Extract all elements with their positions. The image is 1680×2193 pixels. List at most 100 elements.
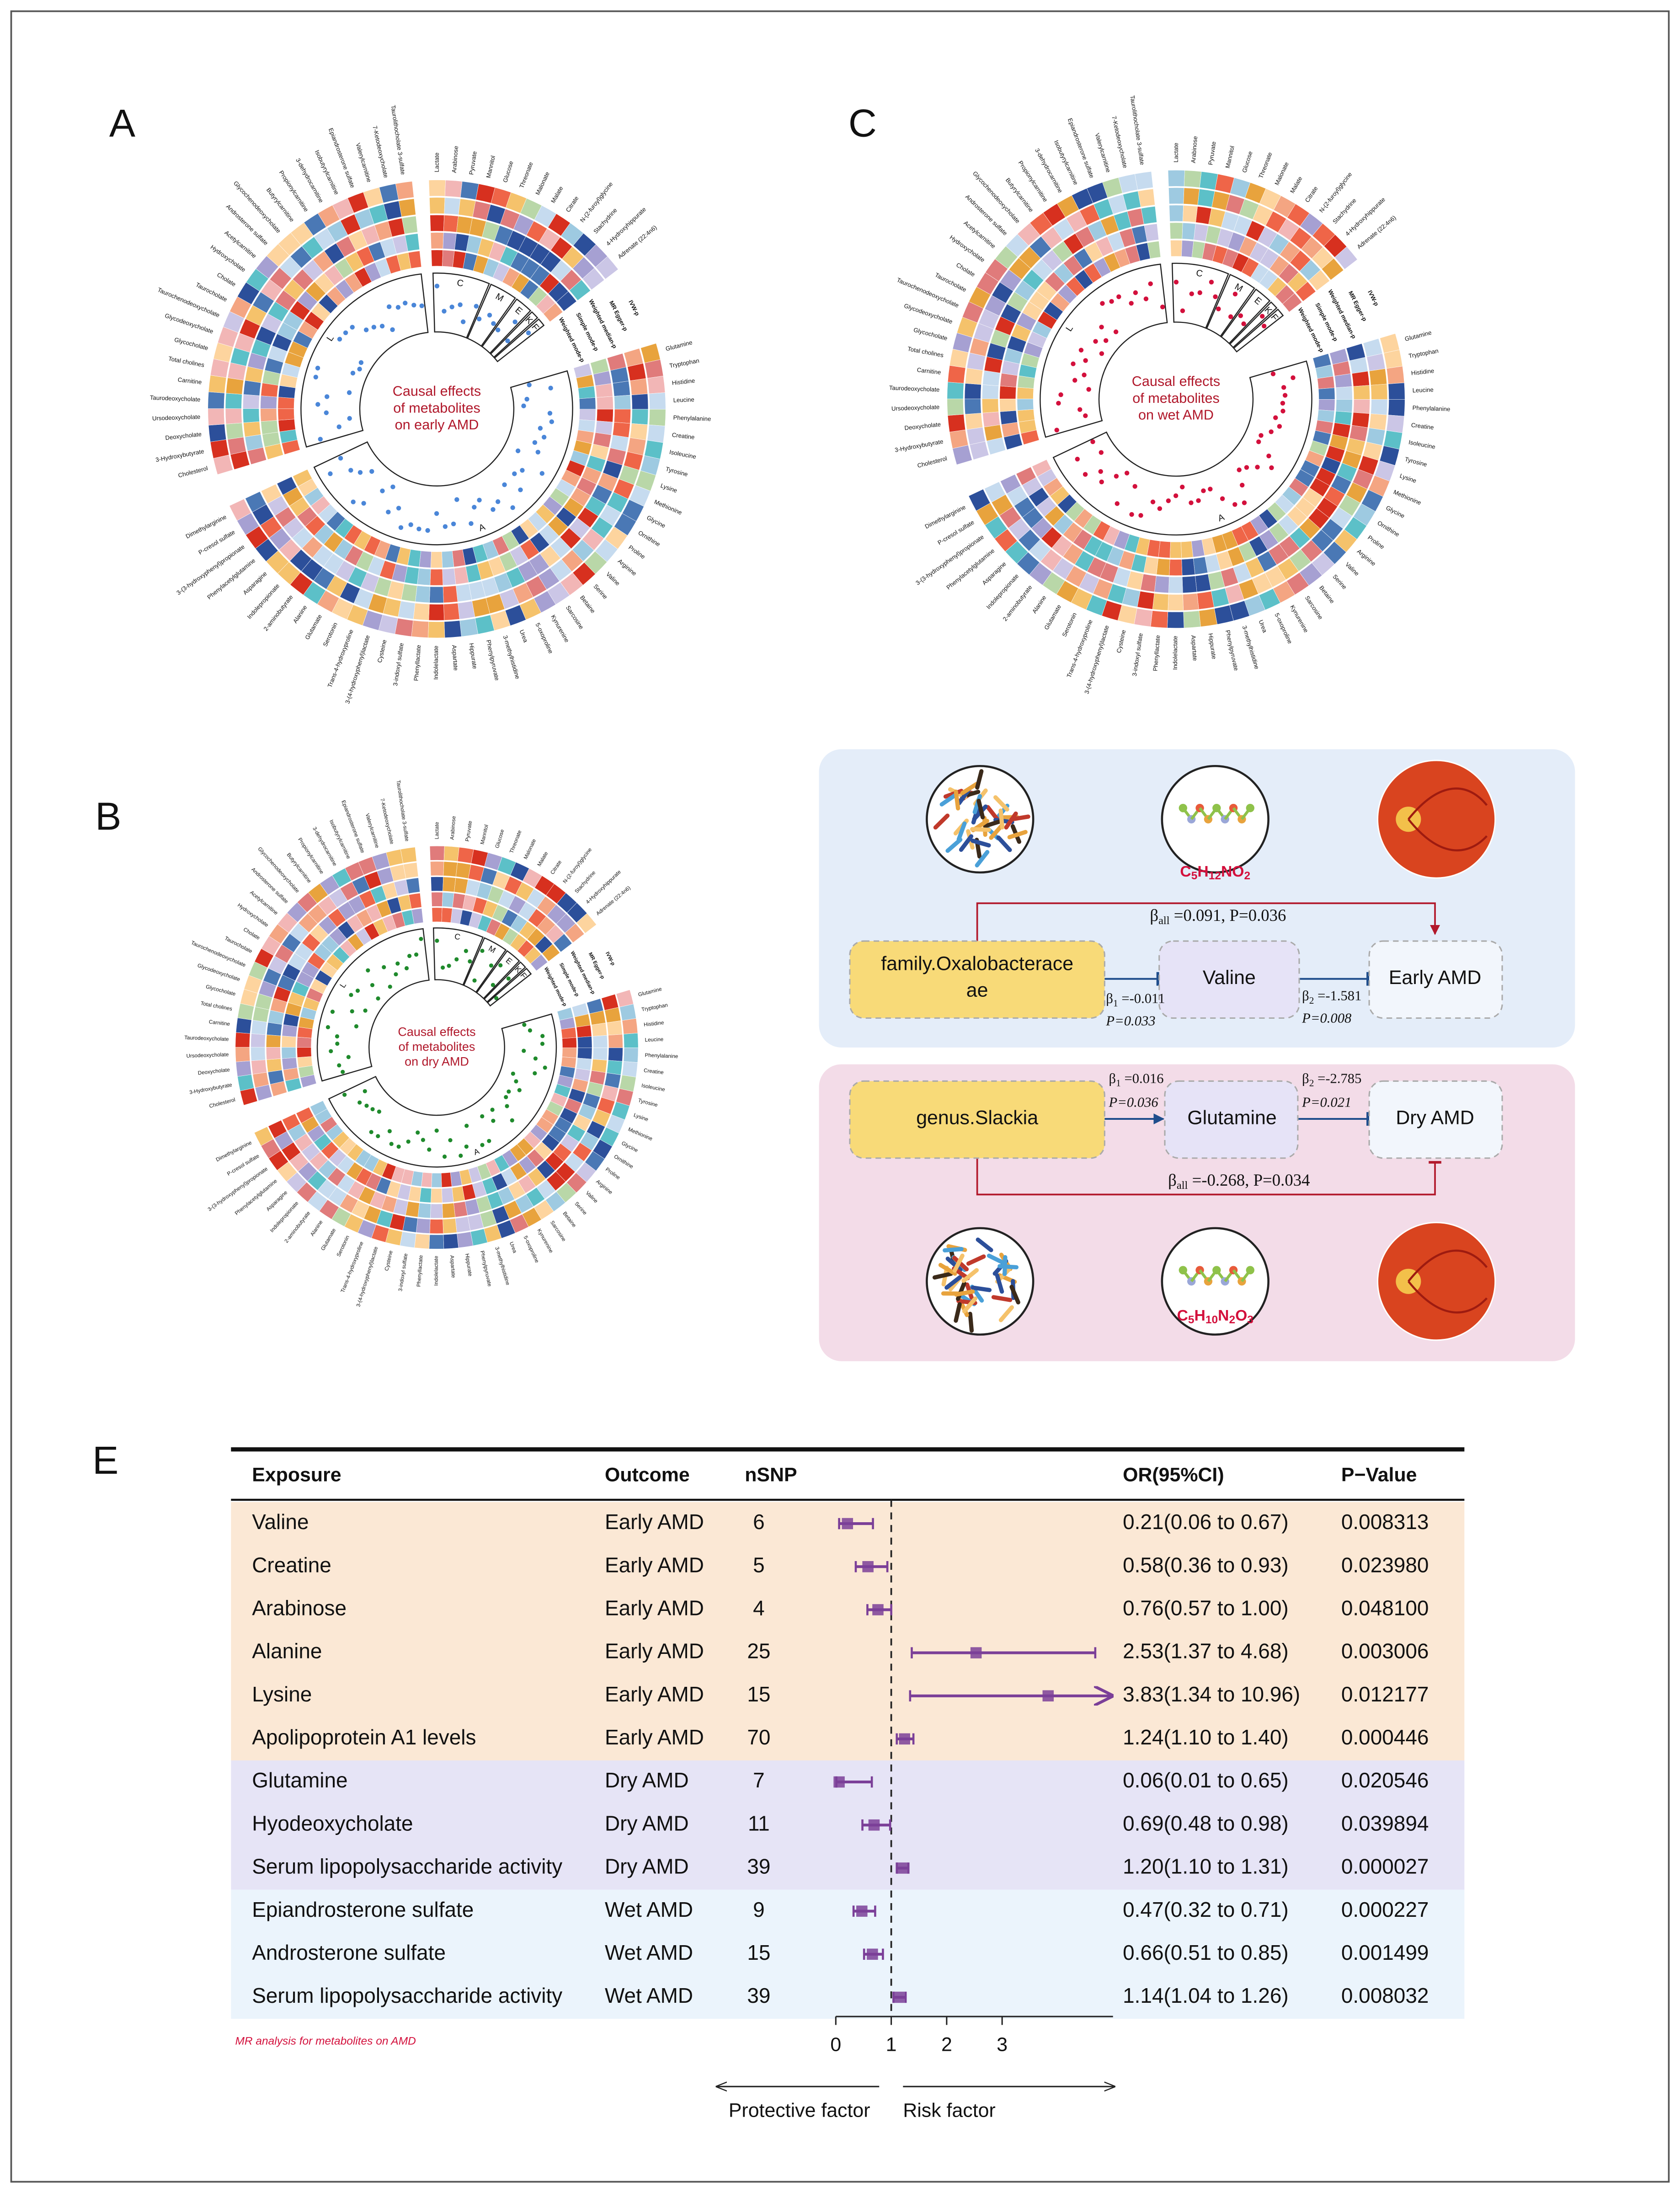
p-value: 0.000446 bbox=[1341, 1725, 1429, 1749]
effect-dot bbox=[528, 1028, 532, 1033]
effect-dot bbox=[459, 1153, 463, 1158]
metabolite-label: Arginine bbox=[595, 1179, 613, 1195]
heatmap-cell bbox=[1181, 541, 1194, 558]
nsnp: 11 bbox=[748, 1811, 770, 1835]
microbe bbox=[945, 837, 963, 853]
heatmap-cell bbox=[596, 409, 613, 423]
effect-dot bbox=[539, 471, 545, 476]
heatmap-cell bbox=[237, 1074, 254, 1091]
heatmap-cell bbox=[1353, 399, 1370, 414]
effect-dot bbox=[1241, 321, 1246, 326]
effect-dot bbox=[355, 989, 360, 993]
effect-dot bbox=[425, 528, 430, 533]
metabolite-label: Proline bbox=[627, 544, 646, 560]
effect-dot bbox=[1189, 291, 1194, 296]
heatmap-cell bbox=[999, 398, 1017, 412]
effect-dot bbox=[1083, 358, 1088, 363]
heatmap-cell bbox=[277, 397, 295, 409]
heatmap-cell bbox=[595, 256, 619, 279]
heatmap-cell bbox=[403, 862, 419, 879]
p-value: 0.023980 bbox=[1341, 1553, 1429, 1577]
heatmap-cell bbox=[441, 1187, 454, 1203]
circos-title: of metabolites bbox=[1132, 390, 1220, 406]
effect-dot bbox=[520, 468, 525, 473]
heatmap-cell bbox=[1141, 206, 1157, 225]
effect-dot bbox=[1173, 493, 1179, 498]
heatmap-cell bbox=[443, 215, 459, 233]
metabolite-label: 3-Hydroxybutyrate bbox=[894, 438, 944, 454]
microbe bbox=[954, 1289, 975, 1297]
heatmap-cell bbox=[562, 1037, 577, 1048]
eye-icon bbox=[1376, 760, 1496, 879]
group-sector bbox=[490, 311, 539, 358]
heatmap-cell bbox=[569, 279, 591, 301]
effect-dot bbox=[434, 283, 440, 289]
heatmap-cell bbox=[266, 1034, 281, 1048]
heatmap-cell bbox=[261, 484, 282, 504]
effect-dot bbox=[1213, 294, 1218, 300]
effect-dot bbox=[549, 419, 555, 424]
effect-dot bbox=[349, 993, 353, 997]
effect-dot bbox=[435, 938, 439, 943]
heatmap-cell bbox=[1144, 223, 1159, 242]
heatmap-cell bbox=[1353, 385, 1370, 400]
metabolite-label: Citrate bbox=[1304, 185, 1319, 204]
circos-panel: Lactate Arabinose Pyruvate Mannitol Glucose T… bbox=[184, 780, 678, 1307]
effect-dot bbox=[337, 1063, 341, 1068]
metabolite-label: Asparagine bbox=[981, 560, 1007, 586]
effect-dot bbox=[419, 936, 423, 941]
metabolite-label: 3-(3-hydroxyphenyl)propionate bbox=[207, 1166, 269, 1212]
mediation-panel: family.Oxalobacterace ae Valine Early AM… bbox=[819, 749, 1575, 1361]
metabolite-label: 3-methylhistidine bbox=[502, 635, 522, 680]
heatmap-cell bbox=[409, 893, 422, 909]
group-label: L bbox=[338, 981, 348, 990]
metabolite-label: Ursodeoxycholate bbox=[891, 403, 940, 412]
effect-dot bbox=[1099, 351, 1104, 356]
metabolite-label: Isoleucine bbox=[669, 449, 697, 460]
effect-dot bbox=[1109, 299, 1114, 304]
effect-dot bbox=[329, 1049, 333, 1054]
outcome: Wet AMD bbox=[605, 1984, 693, 2007]
heatmap-cell bbox=[442, 551, 454, 568]
group-label: C bbox=[454, 931, 461, 941]
heatmap-cell bbox=[1321, 258, 1344, 280]
circos-title: on dry AMD bbox=[405, 1054, 469, 1068]
effect-dot bbox=[434, 1128, 439, 1133]
point-estimate bbox=[899, 1733, 910, 1745]
heatmap-cell bbox=[419, 1187, 432, 1203]
row-background bbox=[231, 1717, 1465, 1761]
effect-dot bbox=[379, 323, 385, 329]
column-header: OR(95%CI) bbox=[1123, 1464, 1224, 1486]
effect-dot bbox=[1244, 465, 1249, 470]
microbe bbox=[943, 1247, 964, 1253]
heatmap-cell bbox=[576, 913, 597, 934]
atom bbox=[1246, 803, 1254, 813]
effect-dot bbox=[1242, 500, 1247, 505]
heatmap-cell bbox=[591, 1059, 608, 1073]
odds-ratio: 3.83(1.34 to 10.96) bbox=[1123, 1682, 1300, 1706]
metabolite-label: Serine bbox=[592, 583, 609, 600]
microbe bbox=[959, 834, 974, 852]
microbe bbox=[966, 1254, 986, 1266]
effect-dot bbox=[1281, 385, 1286, 390]
heatmap-cell bbox=[1335, 386, 1353, 400]
effect-dot bbox=[416, 526, 421, 532]
heatmap-cell bbox=[417, 1203, 431, 1219]
effect-dot bbox=[522, 1048, 526, 1053]
heatmap-cell bbox=[400, 1231, 416, 1248]
panel-letter: B bbox=[95, 794, 121, 838]
heatmap-cell bbox=[442, 568, 456, 586]
metabolite-label: Isoleucine bbox=[1408, 439, 1436, 450]
exposure: Alanine bbox=[252, 1639, 322, 1663]
effect-dot bbox=[524, 396, 529, 402]
effect-dot bbox=[396, 1145, 401, 1149]
heatmap-cell bbox=[592, 1048, 608, 1060]
metabolite-label: Glycine bbox=[645, 514, 667, 529]
effect-dot bbox=[487, 1139, 491, 1143]
heatmap-cell bbox=[430, 232, 444, 249]
heatmap-cell bbox=[411, 908, 424, 924]
metabolite-label: Total cholines bbox=[168, 355, 205, 368]
effect-dot bbox=[510, 1118, 514, 1123]
total-effect-arrow bbox=[976, 902, 1440, 941]
metabolite-label: Glycocholate bbox=[174, 336, 209, 352]
